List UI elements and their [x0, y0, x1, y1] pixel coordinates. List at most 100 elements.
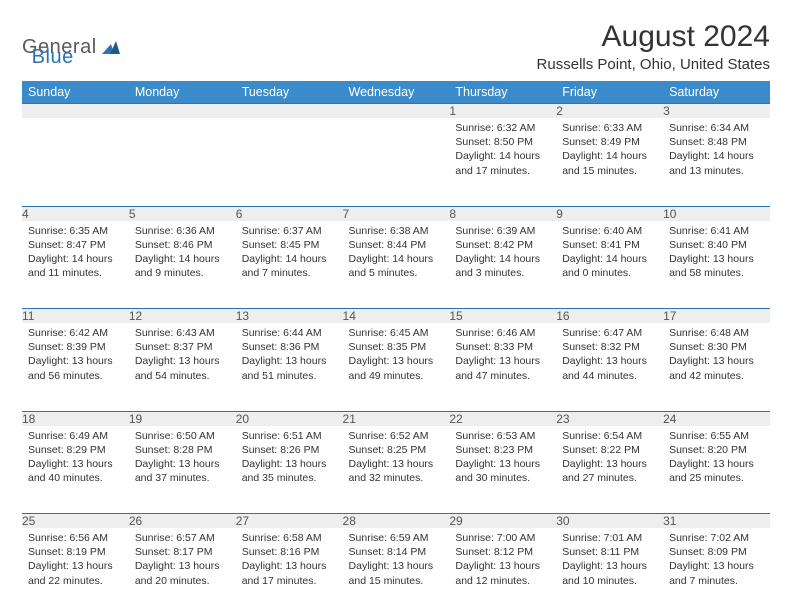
day-info-line: Sunset: 8:32 PM	[562, 340, 657, 354]
day-info-line: Daylight: 13 hours and 47 minutes.	[455, 354, 550, 382]
day-cell: Sunrise: 6:59 AMSunset: 8:14 PMDaylight:…	[343, 528, 450, 616]
day-info-line: Sunset: 8:40 PM	[669, 238, 764, 252]
day-info-line: Sunrise: 6:47 AM	[562, 326, 657, 340]
daynum-row: 45678910	[22, 206, 770, 221]
day-cell	[22, 118, 129, 206]
day-info-line: Daylight: 14 hours and 13 minutes.	[669, 149, 764, 177]
day-info-line: Sunset: 8:19 PM	[28, 545, 123, 559]
day-info-line: Sunset: 8:29 PM	[28, 443, 123, 457]
day-info-line: Daylight: 13 hours and 44 minutes.	[562, 354, 657, 382]
day-info-line: Sunrise: 7:01 AM	[562, 531, 657, 545]
day-number: 8	[449, 206, 556, 221]
day-cell: Sunrise: 6:58 AMSunset: 8:16 PMDaylight:…	[236, 528, 343, 616]
daynum-row: 25262728293031	[22, 514, 770, 529]
day-info-line: Sunrise: 6:50 AM	[135, 429, 230, 443]
day-info-line: Sunrise: 6:39 AM	[455, 224, 550, 238]
day-cell: Sunrise: 6:32 AMSunset: 8:50 PMDaylight:…	[449, 118, 556, 206]
day-info-line: Sunset: 8:16 PM	[242, 545, 337, 559]
day-header-row: SundayMondayTuesdayWednesdayThursdayFrid…	[22, 81, 770, 104]
day-info-line: Sunset: 8:37 PM	[135, 340, 230, 354]
day-cell: Sunrise: 6:37 AMSunset: 8:45 PMDaylight:…	[236, 221, 343, 309]
day-number: 15	[449, 309, 556, 324]
day-number: 27	[236, 514, 343, 529]
day-cell: Sunrise: 6:42 AMSunset: 8:39 PMDaylight:…	[22, 323, 129, 411]
day-info-line: Sunrise: 6:49 AM	[28, 429, 123, 443]
day-cell: Sunrise: 6:45 AMSunset: 8:35 PMDaylight:…	[343, 323, 450, 411]
day-number: 2	[556, 104, 663, 119]
day-header: Saturday	[663, 81, 770, 104]
day-cell: Sunrise: 6:57 AMSunset: 8:17 PMDaylight:…	[129, 528, 236, 616]
day-info-line: Sunset: 8:23 PM	[455, 443, 550, 457]
day-cell: Sunrise: 6:39 AMSunset: 8:42 PMDaylight:…	[449, 221, 556, 309]
daynum-row: 11121314151617	[22, 309, 770, 324]
day-number	[236, 104, 343, 119]
day-info-line: Sunset: 8:49 PM	[562, 135, 657, 149]
day-info-line: Daylight: 14 hours and 15 minutes.	[562, 149, 657, 177]
day-cell-body: Sunrise: 6:57 AMSunset: 8:17 PMDaylight:…	[129, 528, 236, 594]
day-info-line: Daylight: 13 hours and 10 minutes.	[562, 559, 657, 587]
day-cell-body: Sunrise: 6:46 AMSunset: 8:33 PMDaylight:…	[449, 323, 556, 389]
day-info-line: Sunrise: 6:43 AM	[135, 326, 230, 340]
day-cell-body: Sunrise: 7:01 AMSunset: 8:11 PMDaylight:…	[556, 528, 663, 594]
day-cell-body	[22, 118, 129, 127]
day-number: 5	[129, 206, 236, 221]
day-cell-body: Sunrise: 6:55 AMSunset: 8:20 PMDaylight:…	[663, 426, 770, 492]
day-info-line: Sunrise: 6:40 AM	[562, 224, 657, 238]
day-info-line: Sunset: 8:50 PM	[455, 135, 550, 149]
day-info-line: Daylight: 13 hours and 54 minutes.	[135, 354, 230, 382]
day-cell: Sunrise: 6:46 AMSunset: 8:33 PMDaylight:…	[449, 323, 556, 411]
day-cell-body: Sunrise: 7:02 AMSunset: 8:09 PMDaylight:…	[663, 528, 770, 594]
day-cell-body: Sunrise: 6:50 AMSunset: 8:28 PMDaylight:…	[129, 426, 236, 492]
day-info-line: Sunset: 8:26 PM	[242, 443, 337, 457]
day-info-line: Sunset: 8:28 PM	[135, 443, 230, 457]
day-header: Sunday	[22, 81, 129, 104]
day-number	[129, 104, 236, 119]
day-cell	[343, 118, 450, 206]
day-info-line: Sunset: 8:36 PM	[242, 340, 337, 354]
day-info-line: Sunrise: 6:44 AM	[242, 326, 337, 340]
day-header: Friday	[556, 81, 663, 104]
day-info-line: Daylight: 13 hours and 25 minutes.	[669, 457, 764, 485]
day-number: 24	[663, 411, 770, 426]
day-info-line: Sunset: 8:46 PM	[135, 238, 230, 252]
day-info-line: Daylight: 14 hours and 9 minutes.	[135, 252, 230, 280]
day-cell-body	[343, 118, 450, 127]
day-number: 13	[236, 309, 343, 324]
title-block: August 2024 Russells Point, Ohio, United…	[537, 20, 770, 73]
day-info-line: Sunset: 8:48 PM	[669, 135, 764, 149]
day-info-line: Daylight: 14 hours and 11 minutes.	[28, 252, 123, 280]
day-cell-body: Sunrise: 6:42 AMSunset: 8:39 PMDaylight:…	[22, 323, 129, 389]
day-cell: Sunrise: 6:41 AMSunset: 8:40 PMDaylight:…	[663, 221, 770, 309]
day-info-line: Sunset: 8:25 PM	[349, 443, 444, 457]
day-body-row: Sunrise: 6:49 AMSunset: 8:29 PM Daylight:…	[22, 426, 770, 514]
day-number	[343, 104, 450, 119]
day-info-line: Daylight: 13 hours and 22 minutes.	[28, 559, 123, 587]
day-info-line: Daylight: 13 hours and 32 minutes.	[349, 457, 444, 485]
day-info-line: Sunrise: 6:37 AM	[242, 224, 337, 238]
day-number: 1	[449, 104, 556, 119]
day-info-line: Daylight: 14 hours and 17 minutes.	[455, 149, 550, 177]
day-info-line: Daylight: 13 hours and 20 minutes.	[135, 559, 230, 587]
day-info-line: Daylight: 14 hours and 0 minutes.	[562, 252, 657, 280]
day-info-line: Sunset: 8:30 PM	[669, 340, 764, 354]
day-info-line: Sunset: 8:22 PM	[562, 443, 657, 457]
day-body-row: Sunrise: 6:56 AMSunset: 8:19 PMDaylight:…	[22, 528, 770, 616]
day-number: 26	[129, 514, 236, 529]
day-info-line: Sunset: 8:45 PM	[242, 238, 337, 252]
day-number	[22, 104, 129, 119]
day-cell: Sunrise: 6:35 AMSunset: 8:47 PMDaylight:…	[22, 221, 129, 309]
day-number: 19	[129, 411, 236, 426]
day-info-line: Sunset: 8:42 PM	[455, 238, 550, 252]
day-info-line: Sunset: 8:14 PM	[349, 545, 444, 559]
day-info-line: Sunrise: 6:32 AM	[455, 121, 550, 135]
day-info-line: Daylight: 13 hours and 51 minutes.	[242, 354, 337, 382]
day-info-line: Daylight: 14 hours and 3 minutes.	[455, 252, 550, 280]
day-info-line: Sunrise: 6:51 AM	[242, 429, 337, 443]
day-cell: Sunrise: 6:34 AMSunset: 8:48 PMDaylight:…	[663, 118, 770, 206]
day-number: 17	[663, 309, 770, 324]
day-cell-body: Sunrise: 6:56 AMSunset: 8:19 PMDaylight:…	[22, 528, 129, 594]
day-cell-body: Sunrise: 6:35 AMSunset: 8:47 PMDaylight:…	[22, 221, 129, 287]
day-info-line: Sunrise: 6:55 AM	[669, 429, 764, 443]
day-cell-body: Sunrise: 6:59 AMSunset: 8:14 PMDaylight:…	[343, 528, 450, 594]
day-number: 25	[22, 514, 129, 529]
